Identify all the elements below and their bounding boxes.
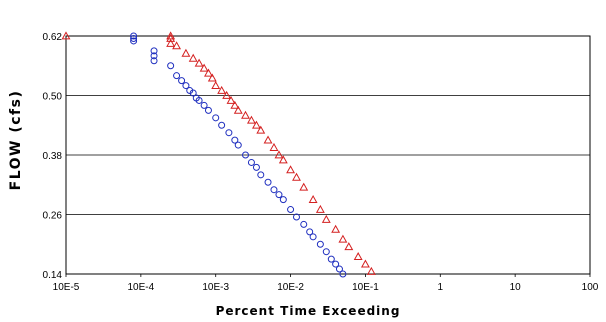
- triangle-point: [230, 100, 240, 109]
- circle-point: [225, 129, 233, 137]
- circle-point: [270, 186, 278, 194]
- triangle-point: [292, 172, 301, 181]
- circle-point: [231, 136, 239, 144]
- triangle-point: [353, 252, 363, 261]
- triangle-point: [338, 234, 348, 243]
- triangle-point: [217, 85, 227, 94]
- triangle-point: [222, 90, 232, 99]
- triangle-point: [188, 53, 198, 62]
- circle-point: [322, 248, 330, 256]
- x-axis-ticks: 10E-5 10E-4 10E-3 10E-2 10E-1 1 10 100: [53, 274, 599, 293]
- circle-point: [130, 34, 138, 42]
- circle-point: [264, 178, 272, 186]
- plot-frame: [65, 35, 591, 275]
- y-tick-label: 0.38: [43, 151, 63, 162]
- circle-point: [182, 82, 190, 90]
- circle-point: [335, 265, 343, 273]
- triangle-point: [166, 38, 176, 47]
- triangle-point: [299, 182, 309, 191]
- triangle-point: [204, 68, 213, 77]
- circle-point: [339, 270, 347, 278]
- circle-point: [130, 37, 138, 45]
- x-tick-label: 10E-5: [53, 282, 80, 293]
- x-axis-label: Percent Time Exceeding: [216, 304, 401, 318]
- circle-point: [218, 121, 226, 129]
- triangle-point: [251, 120, 261, 129]
- circle-point: [195, 96, 203, 104]
- triangle-point: [166, 33, 176, 42]
- triangle-point: [331, 224, 341, 233]
- circle-point: [178, 77, 186, 85]
- triangle-point: [246, 115, 256, 124]
- x-tick-label: 1: [438, 282, 444, 293]
- circle-point: [300, 220, 308, 228]
- circle-point: [327, 255, 335, 263]
- x-tick-label: 10E-4: [128, 282, 155, 293]
- y-tick-label: 0.62: [43, 32, 63, 43]
- x-tick-label: 10E-3: [202, 282, 229, 293]
- circle-point: [252, 163, 260, 171]
- circle-point: [234, 141, 242, 149]
- circle-point: [200, 101, 208, 109]
- circle-point: [287, 206, 295, 214]
- x-tick-label: 10: [510, 282, 522, 293]
- triangle-point: [233, 105, 243, 114]
- circle-point: [275, 191, 283, 199]
- triangle-point: [207, 73, 217, 82]
- triangle-point: [344, 242, 354, 251]
- triangle-point: [274, 150, 284, 159]
- triangle-point: [172, 41, 182, 50]
- triangle-point: [269, 142, 279, 151]
- circle-point: [150, 47, 158, 55]
- series-layer: [61, 31, 376, 278]
- circle-point: [130, 32, 138, 40]
- circle-point: [332, 260, 340, 268]
- circle-point: [279, 196, 287, 204]
- series-1: [130, 32, 347, 278]
- circle-point: [212, 114, 220, 122]
- triangle-point: [194, 58, 204, 67]
- y-axis-label: FLOW (cfs): [8, 90, 24, 191]
- triangle-point: [263, 135, 273, 144]
- circle-point: [292, 213, 300, 221]
- triangle-point: [256, 125, 266, 134]
- x-tick-label: 10E-2: [277, 282, 304, 293]
- triangle-point: [199, 63, 209, 72]
- circle-point: [167, 62, 175, 70]
- y-tick-label: 0.50: [43, 92, 63, 103]
- triangle-point: [308, 194, 318, 204]
- triangle-point: [360, 259, 370, 268]
- series-2: [61, 31, 376, 275]
- grid-lines: [66, 35, 590, 275]
- y-axis-ticks: 0.62 0.50 0.38 0.26 0.14: [43, 32, 63, 281]
- triangle-point: [278, 155, 288, 164]
- circle-point: [173, 72, 181, 80]
- x-tick-label: 10E-1: [352, 282, 379, 293]
- y-tick-label: 0.14: [43, 270, 63, 281]
- triangle-point: [286, 165, 296, 174]
- circle-point: [204, 106, 212, 114]
- circle-point: [189, 89, 197, 97]
- circle-point: [242, 151, 250, 159]
- circle-point: [257, 171, 265, 179]
- x-tick-label: 100: [582, 282, 599, 293]
- triangle-point: [226, 95, 236, 104]
- circle-point: [247, 158, 255, 166]
- triangle-point: [315, 204, 325, 213]
- triangle-point: [181, 48, 191, 57]
- triangle-point: [211, 80, 221, 89]
- triangle-point: [366, 266, 376, 275]
- circle-point: [150, 57, 158, 65]
- triangle-point: [241, 110, 250, 119]
- triangle-point: [61, 31, 71, 40]
- circle-point: [306, 228, 314, 236]
- circle-point: [309, 233, 317, 241]
- y-tick-label: 0.26: [43, 211, 63, 222]
- circle-point: [150, 52, 158, 60]
- triangle-point: [321, 214, 331, 223]
- circle-point: [316, 240, 324, 248]
